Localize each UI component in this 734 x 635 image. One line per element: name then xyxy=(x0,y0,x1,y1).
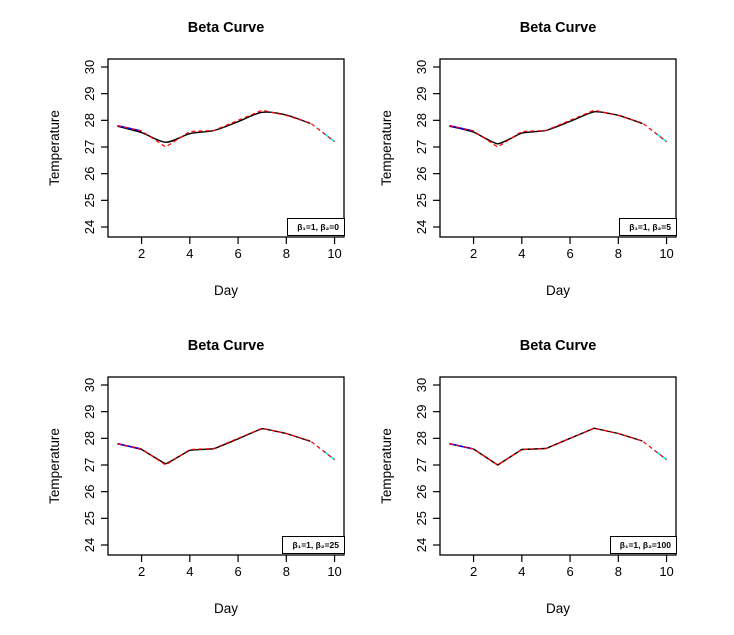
y-tick-label: 30 xyxy=(82,378,97,392)
y-tick-label: 24 xyxy=(82,538,97,552)
y-tick-label: 27 xyxy=(82,458,97,472)
y-tick-label: 30 xyxy=(82,60,97,74)
x-tick-label: 2 xyxy=(470,564,477,579)
y-tick-label: 27 xyxy=(82,140,97,154)
beta-curve-fit-line xyxy=(449,111,643,145)
x-tick-label: 8 xyxy=(615,564,622,579)
y-axis-label: Temperature xyxy=(47,428,62,504)
observed-data-line xyxy=(117,427,335,466)
x-tick-label: 6 xyxy=(566,564,573,579)
x-axis-label: Day xyxy=(545,601,570,616)
panel-beta2-25: 2 4 6 8 10 24 25 26 27 28 29 30 Beta Curve Temperat… xyxy=(0,318,367,635)
beta-curve-fit-line xyxy=(117,111,311,143)
x-tick-label: 6 xyxy=(234,246,241,261)
panel-beta2-0: 2 4 6 8 10 24 25 26 27 28 29 30 Beta Curve Temperat… xyxy=(0,0,367,317)
legend-label: β₁=1, β₂=5 xyxy=(629,222,671,232)
observed-data-line xyxy=(449,427,667,466)
initial-segment-line xyxy=(449,442,474,450)
x-tick-label: 2 xyxy=(470,246,477,261)
y-tick-label: 25 xyxy=(414,193,429,207)
beta-curve-fit-line xyxy=(117,428,311,465)
plot-title: Beta Curve xyxy=(187,338,265,354)
legend-box: β₁=1, β₂=25 xyxy=(282,536,345,554)
y-axis-label: Temperature xyxy=(47,110,62,186)
legend-box: β₁=1, β₂=5 xyxy=(619,218,677,236)
legend-box: β₁=1, β₂=100 xyxy=(609,536,677,554)
y-tick-label: 30 xyxy=(414,378,429,392)
x-tick-label: 10 xyxy=(327,246,341,261)
y-tick-label: 27 xyxy=(414,458,429,472)
y-axis-label: Temperature xyxy=(379,428,394,504)
legend-label: β₁=1, β₂=100 xyxy=(619,540,671,550)
y-tick-label: 29 xyxy=(82,404,97,418)
panel-beta2-100: 2 4 6 8 10 24 25 26 27 28 29 30 Beta Curve Temperat… xyxy=(367,318,734,635)
y-tick-label: 29 xyxy=(414,404,429,418)
y-tick-label: 26 xyxy=(414,484,429,498)
y-tick-label: 25 xyxy=(82,511,97,525)
y-tick-label: 24 xyxy=(82,220,97,234)
plot-title: Beta Curve xyxy=(187,20,265,36)
y-tick-label: 25 xyxy=(414,511,429,525)
y-tick-label: 27 xyxy=(414,140,429,154)
x-tick-label: 2 xyxy=(138,246,145,261)
initial-segment-line xyxy=(117,442,142,450)
x-tick-label: 4 xyxy=(518,564,525,579)
y-axis-label: Temperature xyxy=(379,110,394,186)
y-tick-label: 30 xyxy=(414,60,429,74)
x-axis-label: Day xyxy=(213,601,238,616)
x-tick-label: 10 xyxy=(659,564,673,579)
observed-data-line xyxy=(117,109,335,148)
y-tick-label: 24 xyxy=(414,538,429,552)
y-tick-label: 28 xyxy=(414,431,429,445)
legend-label: β₁=1, β₂=0 xyxy=(297,222,339,232)
x-tick-label: 10 xyxy=(659,246,673,261)
legend-label: β₁=1, β₂=25 xyxy=(292,540,339,550)
x-tick-label: 8 xyxy=(615,246,622,261)
y-tick-label: 26 xyxy=(414,166,429,180)
x-tick-label: 4 xyxy=(518,246,525,261)
beta-curve-fit-line xyxy=(449,427,643,466)
x-tick-label: 8 xyxy=(283,246,290,261)
y-tick-label: 28 xyxy=(82,431,97,445)
plot-box xyxy=(439,376,677,556)
y-tick-label: 26 xyxy=(82,166,97,180)
x-tick-label: 10 xyxy=(327,564,341,579)
observed-data-line xyxy=(449,109,667,148)
legend-box: β₁=1, β₂=0 xyxy=(287,218,345,236)
y-tick-label: 25 xyxy=(82,193,97,207)
y-tick-label: 29 xyxy=(414,86,429,100)
x-tick-label: 6 xyxy=(234,564,241,579)
x-tick-label: 6 xyxy=(566,246,573,261)
x-axis-label: Day xyxy=(213,283,238,298)
x-tick-label: 8 xyxy=(283,564,290,579)
initial-segment-line xyxy=(117,124,142,132)
plot-box xyxy=(439,58,677,238)
y-tick-label: 24 xyxy=(414,220,429,234)
plot-title: Beta Curve xyxy=(519,20,597,36)
y-tick-label: 29 xyxy=(82,86,97,100)
x-axis-label: Day xyxy=(545,283,570,298)
plot-box xyxy=(107,58,345,238)
y-tick-label: 28 xyxy=(82,113,97,127)
x-tick-label: 2 xyxy=(138,564,145,579)
y-tick-label: 28 xyxy=(414,113,429,127)
x-tick-label: 4 xyxy=(186,246,193,261)
initial-segment-line xyxy=(449,124,474,132)
plot-title: Beta Curve xyxy=(519,338,597,354)
y-tick-label: 26 xyxy=(82,484,97,498)
panel-beta2-5: 2 4 6 8 10 24 25 26 27 28 29 30 Beta Curve Temperat… xyxy=(367,0,734,317)
x-tick-label: 4 xyxy=(186,564,193,579)
plot-box xyxy=(107,376,345,556)
